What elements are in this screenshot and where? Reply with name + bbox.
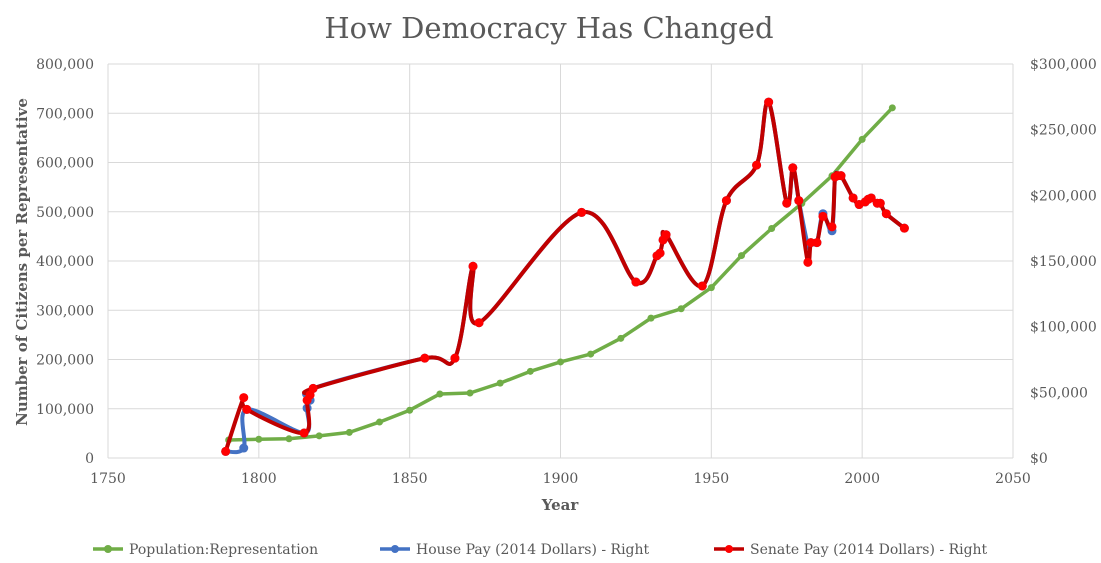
y-tick-label: 800,000 bbox=[36, 57, 94, 73]
data-point bbox=[836, 171, 846, 181]
legend-swatch-marker bbox=[391, 545, 399, 553]
data-point bbox=[315, 432, 323, 440]
data-point bbox=[466, 389, 474, 397]
data-point bbox=[782, 198, 792, 208]
data-point bbox=[450, 353, 460, 363]
data-point bbox=[899, 223, 909, 233]
data-point bbox=[587, 350, 595, 358]
chart-title: How Democracy Has Changed bbox=[324, 11, 773, 45]
data-point bbox=[803, 257, 813, 267]
data-point bbox=[655, 248, 665, 258]
x-tick-label: 2050 bbox=[995, 471, 1031, 487]
series-line-2 bbox=[223, 100, 906, 453]
x-tick-label: 1950 bbox=[694, 471, 730, 487]
data-point bbox=[436, 390, 444, 398]
data-point bbox=[468, 261, 478, 271]
data-point bbox=[888, 104, 896, 112]
data-point bbox=[848, 193, 858, 203]
data-point bbox=[526, 367, 534, 375]
data-point bbox=[752, 160, 762, 170]
data-point bbox=[697, 281, 707, 291]
data-point bbox=[768, 224, 776, 232]
data-point bbox=[881, 209, 891, 219]
y2-tick-label: $50,000 bbox=[1030, 385, 1088, 401]
data-point bbox=[239, 443, 249, 453]
data-point bbox=[794, 196, 804, 206]
series-line-1 bbox=[225, 100, 906, 455]
legend-label: House Pay (2014 Dollars) - Right bbox=[416, 542, 650, 558]
y2-tick-label: $250,000 bbox=[1030, 123, 1097, 139]
x-tick-label: 1900 bbox=[543, 471, 579, 487]
data-point bbox=[577, 207, 587, 217]
x-tick-label: 1850 bbox=[392, 471, 428, 487]
legend-swatch-marker bbox=[104, 545, 112, 553]
data-point bbox=[617, 334, 625, 342]
data-point bbox=[345, 428, 353, 436]
data-point bbox=[221, 446, 231, 456]
data-point bbox=[764, 97, 774, 107]
data-point bbox=[827, 222, 837, 232]
y-tick-label: 200,000 bbox=[36, 353, 94, 369]
data-point bbox=[875, 198, 885, 208]
data-point bbox=[239, 393, 249, 403]
data-point bbox=[420, 353, 430, 363]
y2-tick-label: $0 bbox=[1030, 451, 1048, 467]
y2-tick-label: $200,000 bbox=[1030, 188, 1097, 204]
data-point bbox=[788, 163, 798, 173]
data-point bbox=[858, 135, 866, 143]
data-point bbox=[647, 314, 655, 322]
x-tick-label: 2000 bbox=[844, 471, 880, 487]
data-point bbox=[285, 435, 293, 443]
y2-tick-label: $100,000 bbox=[1030, 320, 1097, 336]
x-tick-label: 1800 bbox=[241, 471, 277, 487]
data-point bbox=[738, 252, 745, 260]
data-point bbox=[308, 383, 318, 393]
data-point bbox=[406, 406, 414, 414]
data-point bbox=[677, 305, 685, 313]
y-tick-label: 300,000 bbox=[36, 303, 94, 319]
data-point bbox=[474, 318, 484, 328]
data-point bbox=[255, 435, 263, 443]
legend-swatch-marker bbox=[725, 545, 733, 553]
y2-tick-label: $150,000 bbox=[1030, 254, 1097, 270]
y-tick-label: 700,000 bbox=[36, 106, 94, 122]
data-point bbox=[661, 230, 671, 240]
data-point bbox=[242, 404, 252, 414]
y-tick-label: 500,000 bbox=[36, 205, 94, 221]
data-point bbox=[299, 428, 309, 438]
data-point bbox=[557, 358, 564, 366]
data-point bbox=[496, 379, 504, 387]
data-point bbox=[631, 277, 641, 287]
legend-label: Senate Pay (2014 Dollars) - Right bbox=[750, 542, 988, 558]
y-tick-label: 600,000 bbox=[36, 156, 94, 172]
y-tick-label: 100,000 bbox=[36, 402, 94, 418]
y-axis-label: Number of Citizens per Representative bbox=[13, 98, 31, 426]
data-point bbox=[721, 196, 731, 206]
data-point bbox=[866, 193, 876, 203]
y2-tick-label: $300,000 bbox=[1030, 57, 1097, 73]
legend-label: Population:Representation bbox=[129, 542, 318, 558]
y-tick-label: 400,000 bbox=[36, 254, 94, 270]
data-point bbox=[376, 418, 383, 426]
y-tick-label: 0 bbox=[85, 451, 94, 467]
x-tick-label: 1750 bbox=[90, 471, 126, 487]
data-point bbox=[818, 211, 828, 221]
x-axis-label: Year bbox=[541, 496, 580, 514]
data-point bbox=[812, 238, 822, 248]
data-point bbox=[707, 284, 715, 292]
